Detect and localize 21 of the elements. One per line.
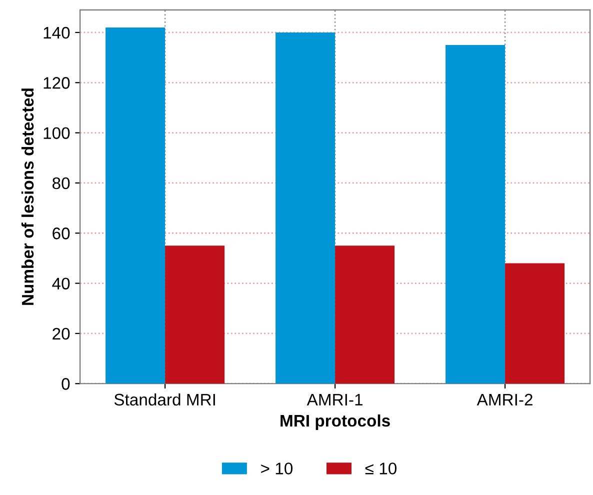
y-tick-label: 60 xyxy=(52,228,70,240)
bar xyxy=(106,27,166,384)
y-tick-label: 20 xyxy=(52,328,70,340)
bar xyxy=(505,263,565,384)
bar xyxy=(335,246,395,384)
legend-label: ≤ 10 xyxy=(365,462,397,474)
legend-label: > 10 xyxy=(261,462,293,474)
x-tick-label: Standard MRI xyxy=(114,393,215,406)
y-tick-label: 120 xyxy=(44,77,70,89)
bar xyxy=(446,45,506,384)
bar xyxy=(276,32,336,384)
y-tick-label: 0 xyxy=(62,378,70,390)
y-tick-label: 140 xyxy=(44,26,70,39)
y-tick-label: 40 xyxy=(52,278,70,290)
x-tick-label: AMRI-2 xyxy=(476,394,532,406)
x-axis-title: MRI protocols xyxy=(280,414,390,430)
x-tick-label: AMRI-1 xyxy=(306,394,362,406)
y-tick-label: 100 xyxy=(44,127,70,140)
y-axis-title: Number of lesions detected xyxy=(21,88,34,305)
y-tick-label: 80 xyxy=(52,177,70,190)
bar xyxy=(165,246,225,384)
